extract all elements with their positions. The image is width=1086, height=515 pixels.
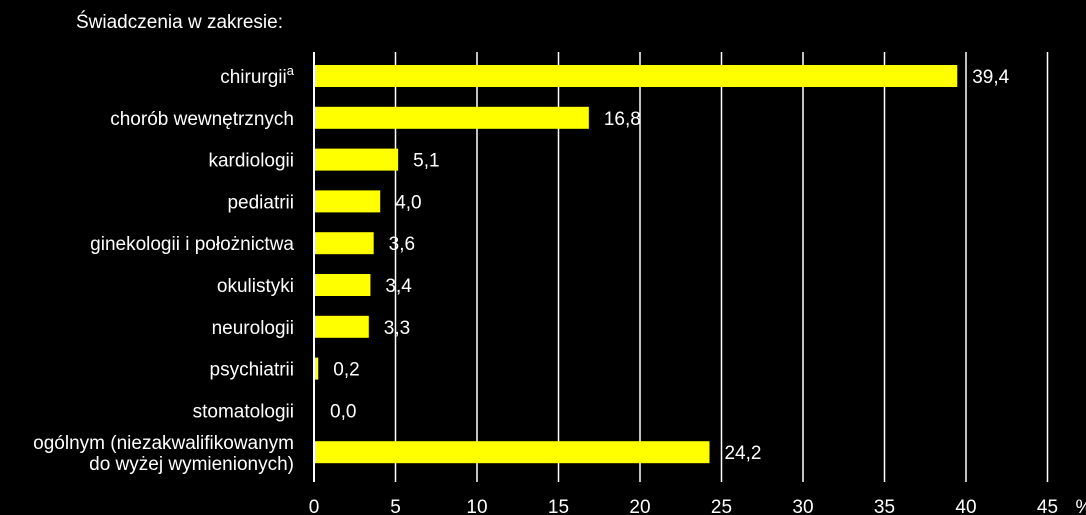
x-tick-label: 20 xyxy=(629,497,650,515)
bar xyxy=(315,441,710,464)
category-label: chorób wewnętrznych xyxy=(110,109,294,130)
x-tick-label: 15 xyxy=(548,497,569,515)
label-layer: 39,4 chirurgiia 16,8 chorób wewnętrznych 5,1… xyxy=(33,63,1009,475)
bar xyxy=(315,65,958,87)
category-label: stomatologii xyxy=(193,401,294,422)
category-label: ginekologii i położnictwa xyxy=(90,234,294,255)
bar xyxy=(315,274,371,296)
bar-value-label: 39,4 xyxy=(972,67,1009,88)
category-label: kardiologii xyxy=(208,151,294,172)
bar-value-label: 16,8 xyxy=(604,109,641,130)
chart-title: Świadczenia w zakresie: xyxy=(76,12,283,33)
footnote-marker: a xyxy=(287,63,295,78)
bar xyxy=(315,190,381,213)
axis-layer: 0 5 10 15 20 25 30 35 40 45% xyxy=(309,52,1086,515)
category-label: okulistyki xyxy=(217,276,294,297)
x-tick-label: 40 xyxy=(955,497,976,515)
x-tick-label: 0 xyxy=(309,497,320,515)
x-axis-unit: % xyxy=(1076,497,1086,515)
grid-layer xyxy=(394,52,1049,482)
bar xyxy=(315,357,319,380)
category-label: pediatrii xyxy=(227,192,294,213)
bar-value-label: 3,6 xyxy=(389,234,415,255)
bar xyxy=(315,148,399,171)
x-tick-label: 25 xyxy=(711,497,732,515)
bar-value-label: 0,2 xyxy=(333,360,359,381)
x-tick-label: 35 xyxy=(874,497,895,515)
bar-value-label: 3,4 xyxy=(385,276,412,297)
bar-value-label: 5,1 xyxy=(413,151,439,172)
x-tick-label: 5 xyxy=(390,497,401,515)
category-label: ogólnym (niezakwalifikowanym xyxy=(33,433,294,454)
category-label: chirurgiia xyxy=(220,63,295,88)
bar xyxy=(315,106,589,129)
category-label-line2: do wyżej wymienionych) xyxy=(89,454,294,475)
bar xyxy=(315,315,369,338)
x-tick-label: 10 xyxy=(466,497,487,515)
bar-value-label: 0,0 xyxy=(330,401,356,422)
bar-layer xyxy=(315,65,958,464)
bar-value-label: 24,2 xyxy=(724,443,761,464)
category-label: psychiatrii xyxy=(210,360,294,381)
bar xyxy=(315,232,374,255)
x-tick-label: 30 xyxy=(792,497,813,515)
bar-value-label: 4,0 xyxy=(395,192,421,213)
category-label: neurologii xyxy=(212,318,294,339)
x-tick-label: 45 xyxy=(1037,497,1058,515)
bar-value-label: 3,3 xyxy=(384,318,410,339)
